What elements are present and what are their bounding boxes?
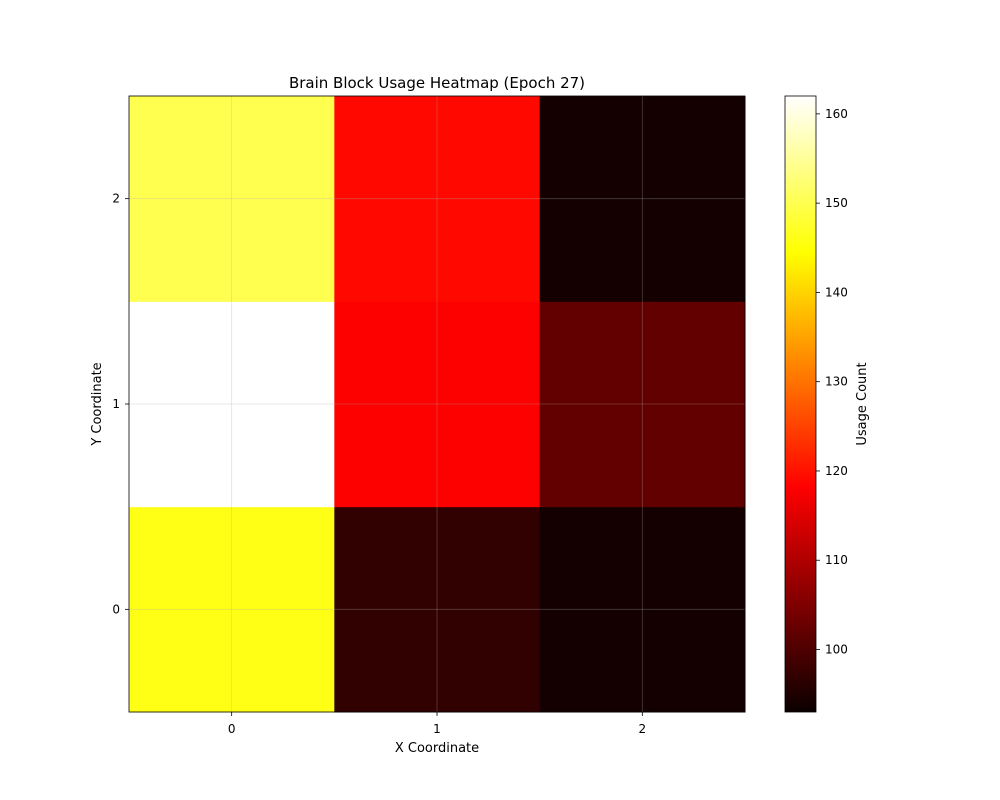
heatmap-cell	[334, 96, 541, 302]
colorbar-tick-label: 130	[825, 375, 848, 389]
y-tick-label: 1	[112, 397, 120, 411]
heatmap-cell	[539, 301, 746, 508]
heatmap-cell	[539, 96, 746, 302]
y-tick-label: 0	[112, 602, 120, 616]
heatmap-cell	[129, 301, 335, 508]
chart-title: Brain Block Usage Heatmap (Epoch 27)	[289, 74, 585, 92]
colorbar-ticks: 100 110 120 130 140 150 160	[816, 107, 848, 657]
y-axis-ticks: 0 1 2	[112, 192, 129, 616]
x-axis-ticks: 0 1 2	[228, 712, 646, 736]
colorbar-tick-label: 140	[825, 285, 848, 299]
colorbar-tick-label: 100	[825, 643, 848, 657]
heatmap-cell	[334, 506, 541, 713]
grid-lines	[129, 96, 745, 712]
y-axis-label: Y Coordinate	[90, 362, 105, 446]
colorbar-tick-label: 150	[825, 196, 848, 210]
colorbar-frame	[784, 95, 817, 713]
x-tick-label: 2	[639, 722, 647, 736]
colorbar-label: Usage Count	[855, 362, 870, 445]
colorbar-tick-label: 110	[825, 553, 848, 567]
heatmap-cell	[129, 506, 335, 713]
colorbar-tick-label: 160	[825, 107, 848, 121]
x-tick-label: 0	[228, 722, 236, 736]
heatmap-cell	[539, 506, 746, 713]
heatmap-cell	[334, 301, 541, 508]
x-axis-label: X Coordinate	[395, 741, 479, 756]
colorbar-tick-label: 120	[825, 464, 848, 478]
colorbar	[785, 96, 816, 712]
heatmap-cell	[129, 96, 335, 302]
y-tick-label: 2	[112, 192, 120, 206]
heatmap-cells	[129, 96, 746, 713]
x-tick-label: 1	[433, 722, 441, 736]
